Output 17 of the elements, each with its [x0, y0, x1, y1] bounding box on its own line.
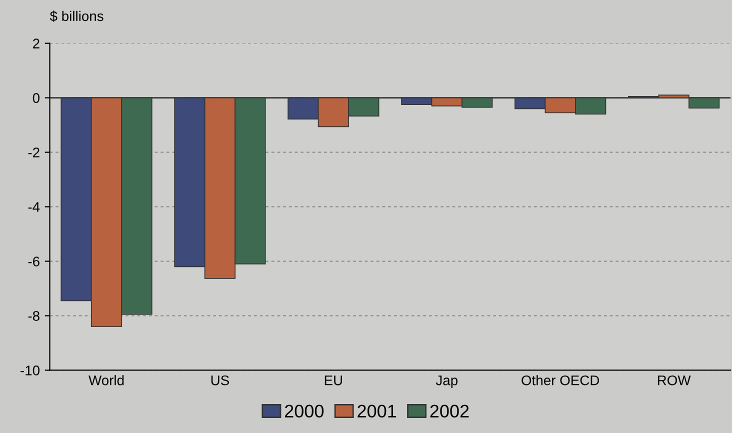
x-tick-label: US	[211, 375, 229, 386]
x-tick-label: EU	[324, 376, 342, 386]
y-tick-label: 2	[33, 38, 40, 48]
y-tick-label: 0	[32, 93, 40, 103]
y-tick-label: -2	[28, 148, 40, 158]
y-tick-label: -10	[20, 366, 40, 376]
x-tick-label: Jap	[436, 376, 458, 388]
legend-label: 2000	[285, 404, 324, 418]
legend-label: 2001	[358, 404, 396, 418]
y-tick-label: -6	[28, 256, 40, 266]
y-tick-label: -4	[28, 202, 40, 212]
legend-label: 2002	[430, 404, 469, 418]
x-tick-label: ROW	[658, 375, 691, 386]
x-tick-label: World	[88, 375, 124, 386]
y-axis-title: $ billions	[50, 10, 104, 22]
y-tick-label: -8	[28, 311, 40, 321]
x-tick-label: Other OECD	[522, 375, 600, 386]
